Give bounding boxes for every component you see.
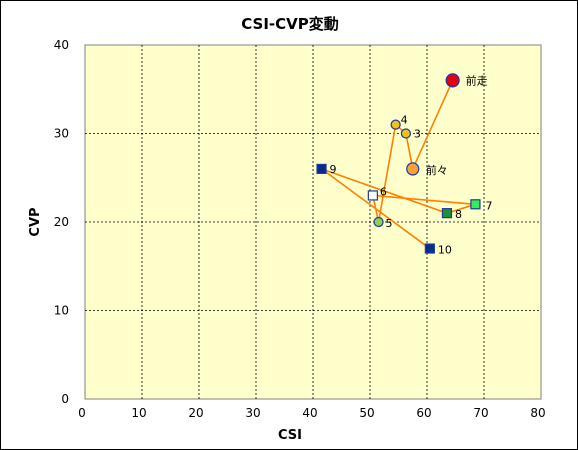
y-tick-label: 0 [61, 392, 69, 406]
data-point-label: 4 [401, 114, 408, 127]
data-point-marker [367, 190, 378, 201]
data-point-label: 前々 [426, 163, 448, 177]
x-tick-label: 10 [131, 406, 146, 420]
data-point-marker [400, 128, 412, 139]
y-tick-label: 20 [54, 215, 69, 229]
grid-lines [85, 45, 541, 399]
data-point-marker [441, 208, 453, 219]
y-tick-label: 30 [54, 127, 69, 141]
y-axis-title: CVP [28, 207, 43, 236]
data-point-marker [406, 162, 420, 176]
data-markers [316, 73, 481, 254]
x-tick-label: 60 [416, 406, 431, 420]
data-point-label: 6 [380, 185, 387, 198]
series-polyline [321, 80, 476, 250]
y-tick-label: 10 [54, 304, 69, 318]
data-point-label: 8 [455, 208, 462, 221]
data-point-marker [470, 199, 481, 210]
x-axis-title: CSI [278, 428, 302, 443]
series-line [321, 80, 476, 250]
data-point-marker [316, 163, 327, 174]
x-tick-label: 50 [359, 406, 374, 420]
y-axis-ticks: 0 10 20 30 40 [54, 38, 69, 406]
data-point-label: 10 [438, 244, 452, 257]
x-tick-label: 0 [78, 406, 86, 420]
x-tick-label: 70 [473, 406, 488, 420]
x-tick-label: 30 [245, 406, 260, 420]
y-tick-label: 40 [54, 38, 69, 52]
data-point-label: 3 [414, 128, 421, 141]
x-tick-label: 40 [302, 406, 317, 420]
x-tick-label: 80 [530, 406, 545, 420]
data-point-label: 前走 [466, 73, 488, 87]
data-point-label: 9 [330, 163, 337, 176]
data-point-marker [424, 243, 435, 254]
x-tick-label: 20 [188, 406, 203, 420]
chart-title: CSI-CVP変動 [241, 15, 339, 33]
data-point-marker [390, 119, 401, 130]
data-point-marker [445, 73, 460, 88]
data-point-marker [373, 216, 384, 228]
data-point-label: 5 [386, 217, 393, 230]
x-axis-ticks: 0 10 20 30 40 50 60 70 80 [78, 406, 545, 420]
data-point-label: 7 [485, 199, 492, 212]
